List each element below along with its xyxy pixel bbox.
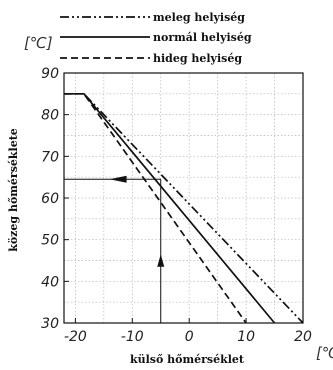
y-tick-label: 80 [41,108,59,124]
x-tick-label: -10 [121,329,144,345]
series-line-1 [64,92,304,324]
legend-label-1: meleg helyiség [153,11,245,24]
x-tick-label: 20 [294,329,312,345]
y-tick-label: 60 [41,191,59,207]
legend: meleg helyiség normál helyiség hideg helyi… [60,11,252,65]
series-layer [64,92,304,324]
y-tick-label: 90 [41,66,59,82]
left-arrow-icon [109,175,127,183]
y-tick-label: 40 [41,274,59,290]
y-unit-label: [℃] [24,34,53,52]
x-tick-label: 10 [237,329,255,345]
series-line-2 [64,92,276,324]
x-tick-label: -20 [64,329,87,345]
legend-label-2: normál helyiség [153,31,252,44]
up-arrow-icon [157,254,165,267]
x-tick-label: 0 [185,329,194,345]
y-axis-title: közeg hőmérséklete [7,128,20,252]
y-tick-label: 30 [41,316,59,332]
grid [64,73,303,323]
tick-labels: -20 -10 0 10 20 30 40 50 60 70 80 90 [41,66,312,345]
legend-label-3: hideg helyiség [153,52,242,65]
x-unit-label: [℃ [316,344,333,362]
x-axis-title: külső hőmérséklet [130,353,245,366]
annotation-layer [64,175,165,323]
y-tick-label: 70 [41,149,59,165]
series-line-3 [64,92,247,324]
y-tick-label: 50 [41,233,59,249]
